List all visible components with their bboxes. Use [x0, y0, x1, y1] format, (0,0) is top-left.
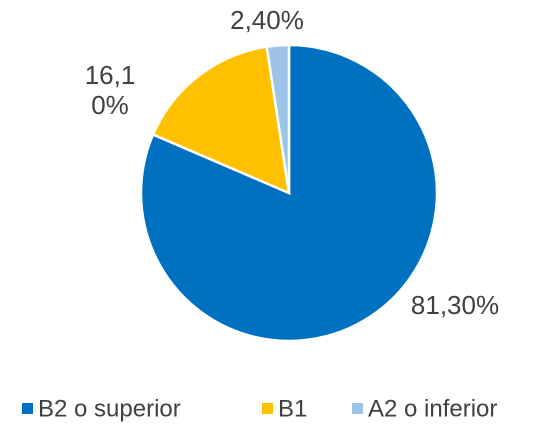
legend-label: B1 — [278, 395, 307, 422]
data-label: 16,10% — [84, 60, 136, 120]
legend-swatch — [352, 403, 363, 414]
legend-swatch — [22, 403, 33, 414]
legend-swatch — [262, 403, 273, 414]
data-label: 2,40% — [230, 5, 304, 35]
legend-label: B2 o superior — [38, 395, 181, 422]
pie-slice — [265, 43, 291, 194]
data-label: 81,30% — [410, 290, 500, 320]
pie-slice — [151, 45, 291, 196]
legend-label: A2 o inferior — [368, 395, 497, 422]
